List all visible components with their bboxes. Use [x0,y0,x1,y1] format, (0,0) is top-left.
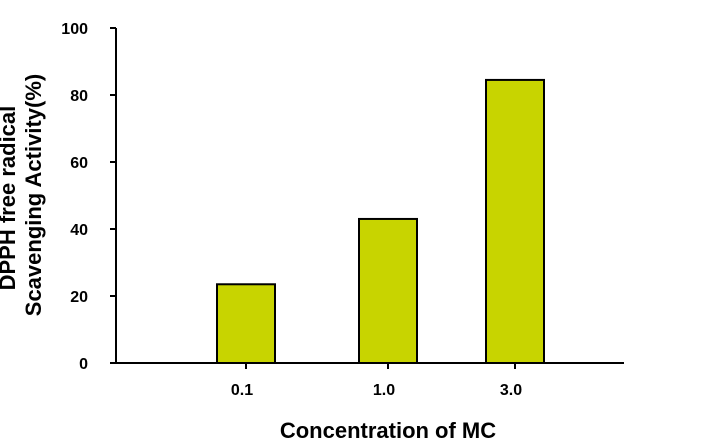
x-tick-label: 3.0 [500,382,522,399]
y-tick-label: 80 [70,88,88,105]
y-tick-label: 60 [70,155,88,172]
x-tick-label: 1.0 [373,382,395,399]
bar-3.0 [485,78,545,365]
x-axis-title: Concentration of MC [280,418,496,440]
bars-group [216,78,545,365]
bar-0.1 [216,283,276,364]
y-tick-label: 40 [70,222,88,239]
x-tick-label: 0.1 [231,382,253,399]
x-axis-ticks: 0.1 1.0 3.0 [231,363,522,399]
y-tick-label: 20 [70,289,88,306]
bar-1.0 [358,217,418,364]
y-axis-title: DPPH free radical Scavenging Activity(%) [0,74,46,316]
y-axis-title-line-1: DPPH free radical [0,106,20,291]
y-tick-label: 0 [79,356,88,373]
y-axis-title-line-2: Scavenging Activity(%) [21,74,46,316]
y-axis-ticks: 0 20 40 60 80 100 [61,21,116,373]
y-tick-label: 100 [61,21,88,38]
